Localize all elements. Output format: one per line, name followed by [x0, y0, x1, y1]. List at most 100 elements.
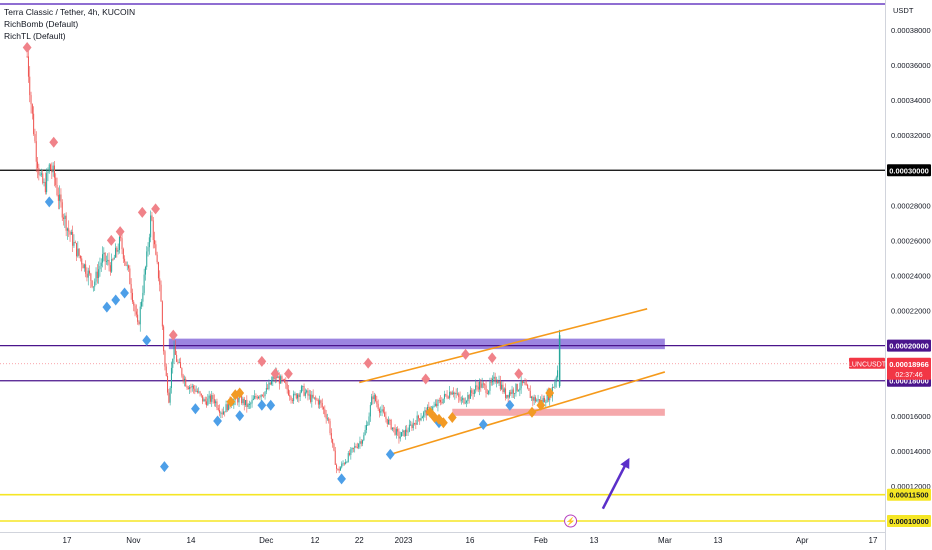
- candle-body: [198, 391, 200, 393]
- candle-body: [482, 383, 484, 385]
- sell-signal: [514, 368, 524, 380]
- candle-body: [368, 416, 370, 425]
- candle-body: [365, 424, 367, 431]
- candle-body: [462, 398, 464, 400]
- sell-signal: [115, 226, 125, 238]
- candle-body: [204, 399, 206, 402]
- candle-body: [161, 301, 163, 327]
- candle-body: [130, 284, 132, 293]
- candle-body: [369, 404, 371, 417]
- sell-signal: [49, 136, 59, 148]
- candle-body: [183, 378, 185, 381]
- x-tick-label: Nov: [126, 536, 140, 545]
- sell-signal: [421, 373, 431, 385]
- event-marker: [564, 514, 578, 528]
- candle-body: [209, 395, 211, 402]
- candle-body: [321, 403, 323, 408]
- candle-body: [181, 368, 183, 376]
- candle-body: [302, 386, 304, 387]
- level-tag-label: 0.00018000: [889, 377, 929, 386]
- candle-body: [102, 254, 104, 263]
- buy-signal: [505, 399, 515, 411]
- candle-body: [492, 378, 494, 383]
- candle-body: [228, 399, 230, 411]
- candle-body: [332, 438, 334, 444]
- candle-body: [476, 385, 478, 387]
- candle-body: [268, 382, 270, 389]
- candle-body: [300, 386, 302, 393]
- candle-body: [371, 396, 373, 405]
- candle-body: [378, 408, 380, 413]
- candle-body: [83, 264, 85, 269]
- candle-body: [525, 384, 527, 386]
- candle-body: [412, 423, 414, 429]
- candle-body: [221, 412, 223, 415]
- candle-body: [156, 254, 158, 263]
- candle-body: [394, 427, 396, 435]
- candle-body: [120, 236, 122, 239]
- indicator-richbomb[interactable]: RichBomb (Default): [4, 19, 79, 29]
- candle-body: [446, 395, 448, 398]
- candle-body: [489, 381, 491, 391]
- candle-body: [126, 265, 128, 267]
- candle-body: [27, 56, 29, 77]
- candle-body: [406, 429, 408, 433]
- candle-body: [95, 271, 97, 282]
- candle-body: [328, 418, 330, 422]
- candle-body: [518, 390, 520, 392]
- candle-body: [516, 384, 518, 391]
- x-tick-label: 16: [466, 536, 475, 545]
- candle-body: [189, 386, 191, 389]
- candle-body: [89, 270, 91, 274]
- x-tick-label: 14: [187, 536, 196, 545]
- candle-body: [297, 394, 299, 399]
- candle-body: [50, 164, 52, 170]
- indicator-richtl[interactable]: RichTL (Default): [4, 31, 66, 41]
- candle-body: [499, 381, 501, 390]
- candle-body: [219, 409, 221, 413]
- candle-body: [382, 409, 384, 413]
- sell-signal: [137, 206, 147, 218]
- candle-body: [490, 381, 492, 383]
- candle-body: [503, 388, 505, 393]
- event-marker-icon: ⚡: [566, 516, 576, 526]
- level-tag: [887, 339, 931, 352]
- candle-body: [267, 387, 269, 389]
- candle-body: [194, 388, 196, 392]
- candle-body: [307, 390, 309, 396]
- candle-body: [507, 394, 509, 398]
- candle-body: [39, 174, 41, 176]
- candle-body: [174, 346, 176, 355]
- candle-body: [152, 220, 154, 241]
- candle-body: [505, 388, 507, 398]
- candle-body: [199, 391, 201, 394]
- candle-body: [115, 247, 117, 258]
- buy-signal: [337, 473, 346, 485]
- candle-body: [277, 376, 279, 379]
- candle-body: [72, 231, 74, 246]
- level-tag-label: 0.00011500: [889, 491, 928, 500]
- candle-body: [59, 194, 61, 201]
- candle-body: [308, 394, 310, 396]
- candle-body: [177, 361, 179, 363]
- candle-body: [61, 202, 63, 218]
- candle-body: [441, 402, 443, 404]
- candle-body: [316, 399, 318, 401]
- candle-body: [247, 404, 249, 407]
- candle-body: [407, 431, 409, 433]
- x-tick-label: 13: [714, 536, 723, 545]
- candle-body: [82, 264, 84, 269]
- candle-body: [306, 390, 308, 393]
- candle-body: [451, 392, 453, 395]
- candle-body: [294, 393, 296, 395]
- candle-body: [330, 433, 332, 439]
- buy-signal: [213, 415, 222, 427]
- candle-body: [537, 399, 539, 401]
- candle-body: [359, 441, 361, 445]
- candle-body: [195, 390, 197, 392]
- candle-body: [30, 95, 32, 105]
- candle-body: [433, 405, 435, 407]
- candle-body: [312, 394, 314, 398]
- y-tick-label: 0.00036000: [891, 61, 931, 70]
